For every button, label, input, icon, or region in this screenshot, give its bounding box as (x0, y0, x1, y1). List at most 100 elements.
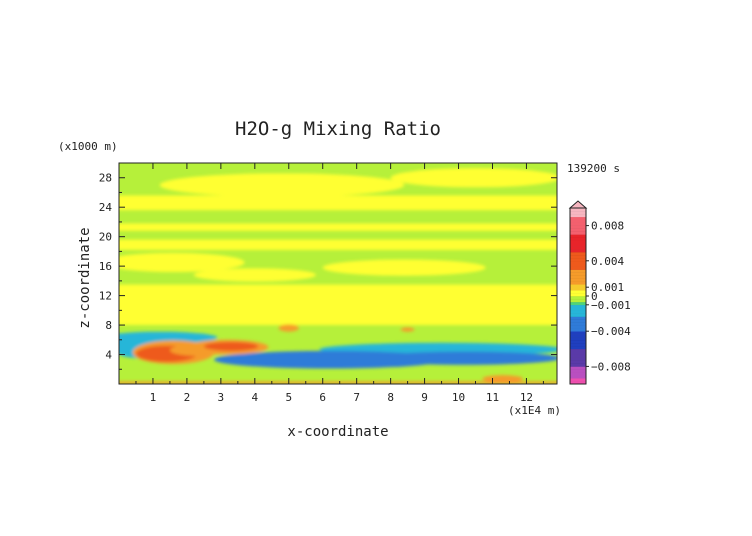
colorbar-segment (570, 381, 586, 385)
colorbar-segment (570, 287, 586, 291)
y-tick-label: 4 (105, 349, 112, 362)
field-band (119, 195, 557, 211)
field-regions (119, 168, 557, 384)
y-tick-label: 16 (99, 260, 112, 273)
colorbar-segment (570, 334, 586, 338)
colorbar-segment (570, 304, 586, 309)
field-blob (203, 342, 259, 351)
colorbar-segment (570, 237, 586, 241)
colorbar-segment (570, 275, 586, 279)
colorbar-segment (570, 351, 586, 355)
colorbar-segment (570, 266, 586, 270)
field-band (119, 223, 557, 231)
x-tick-label: 1 (150, 391, 157, 404)
y-tick-label: 8 (105, 319, 112, 332)
colorbar-overflow-arrow (568, 200, 588, 209)
x-tick-label: 3 (218, 391, 225, 404)
colorbar-segment (570, 331, 586, 335)
colorbar-segment (570, 322, 586, 326)
colorbar-segment (570, 252, 586, 256)
colorbar-segment (570, 284, 586, 288)
colorbar-segment (570, 313, 586, 317)
colorbar-segment (570, 363, 586, 367)
colorbar-segment (570, 319, 586, 323)
colorbar-segment (570, 310, 586, 314)
colorbar-segment (570, 290, 586, 294)
colorbar-segment (570, 228, 586, 232)
colorbar-segment (570, 375, 586, 379)
colorbar-segment (570, 357, 586, 361)
colorbar-segment (570, 210, 586, 215)
colorbar-segment (570, 296, 586, 300)
colorbar-segment (570, 298, 586, 303)
y-tick-label: 24 (99, 201, 113, 214)
colorbar-segment (570, 366, 586, 370)
field-band (119, 284, 557, 326)
colorbar-segment (570, 249, 586, 253)
colorbar-segment (570, 281, 586, 285)
colorbar-segment (570, 225, 586, 229)
colorbar-tick-label: −0.001 (591, 299, 631, 312)
colorbar-segment (570, 328, 586, 332)
x-tick-label: 12 (520, 391, 533, 404)
field-blob (400, 327, 415, 332)
colorbar-tick-label: 0 (591, 290, 598, 303)
y-unit-label: (x1000 m) (58, 140, 118, 153)
colorbar-tick-label: 0.001 (591, 281, 624, 294)
field-band (119, 381, 557, 384)
colorbar-segment (570, 307, 586, 311)
time-label: 139200 s (567, 162, 620, 175)
colorbar-segment (570, 260, 586, 265)
colorbar-segment (570, 325, 586, 329)
y-tick-label: 20 (99, 231, 112, 244)
x-axis-label: x-coordinate (287, 424, 388, 440)
field-blob (390, 168, 557, 188)
colorbar-tick-label: 0.004 (591, 255, 624, 268)
colorbar-segment (570, 293, 586, 297)
x-axis: 1 2 3 4 5 6 7 8 9 10 11 12 (135, 163, 544, 404)
colorbar-tick-label: −0.008 (591, 360, 631, 373)
colorbar-segment (570, 231, 586, 235)
colorbar-segment (570, 272, 586, 276)
colorbar-segment (570, 219, 586, 223)
colorbar-segment (570, 234, 586, 238)
colorbar-segment (570, 240, 586, 244)
x-tick-label: 11 (486, 391, 499, 404)
colorbar-segment (570, 369, 586, 373)
field-band (119, 239, 557, 250)
colorbar-segment (570, 340, 586, 344)
colorbar-segment (570, 216, 586, 221)
colorbar-segment (570, 257, 586, 262)
colorbar-segment (570, 342, 586, 347)
x-unit-label: (x1E4 m) (508, 404, 561, 417)
y-tick-label: 12 (99, 290, 112, 303)
colorbar-tick-label: 0.008 (591, 220, 624, 233)
x-tick-label: 4 (252, 391, 259, 404)
x-tick-label: 9 (421, 391, 428, 404)
colorbar-tick-label: −0.004 (591, 325, 631, 338)
colorbar-segment (570, 360, 586, 364)
colorbar-segment (570, 263, 586, 267)
field-blob (322, 259, 486, 276)
colorbar-segment (570, 337, 586, 341)
colorbar-segment (570, 354, 586, 358)
y-axis: 4 8 12 16 20 24 28 (99, 172, 557, 370)
field-blob (482, 375, 524, 383)
colorbar-segment (570, 348, 586, 353)
x-tick-label: 5 (285, 391, 292, 404)
plot-frame (118, 162, 558, 385)
colorbar-segment (570, 254, 586, 259)
field-blob (159, 173, 405, 197)
colorbar-segment (570, 301, 586, 306)
colorbar-segment (570, 243, 586, 247)
colorbar-segment (570, 316, 586, 320)
x-tick-label: 6 (319, 391, 326, 404)
y-axis-label: z-coordinate (77, 227, 93, 328)
field-blob (278, 324, 299, 332)
field-blob (119, 252, 245, 273)
x-tick-label: 2 (184, 391, 191, 404)
y-tick-label: 28 (99, 172, 112, 185)
